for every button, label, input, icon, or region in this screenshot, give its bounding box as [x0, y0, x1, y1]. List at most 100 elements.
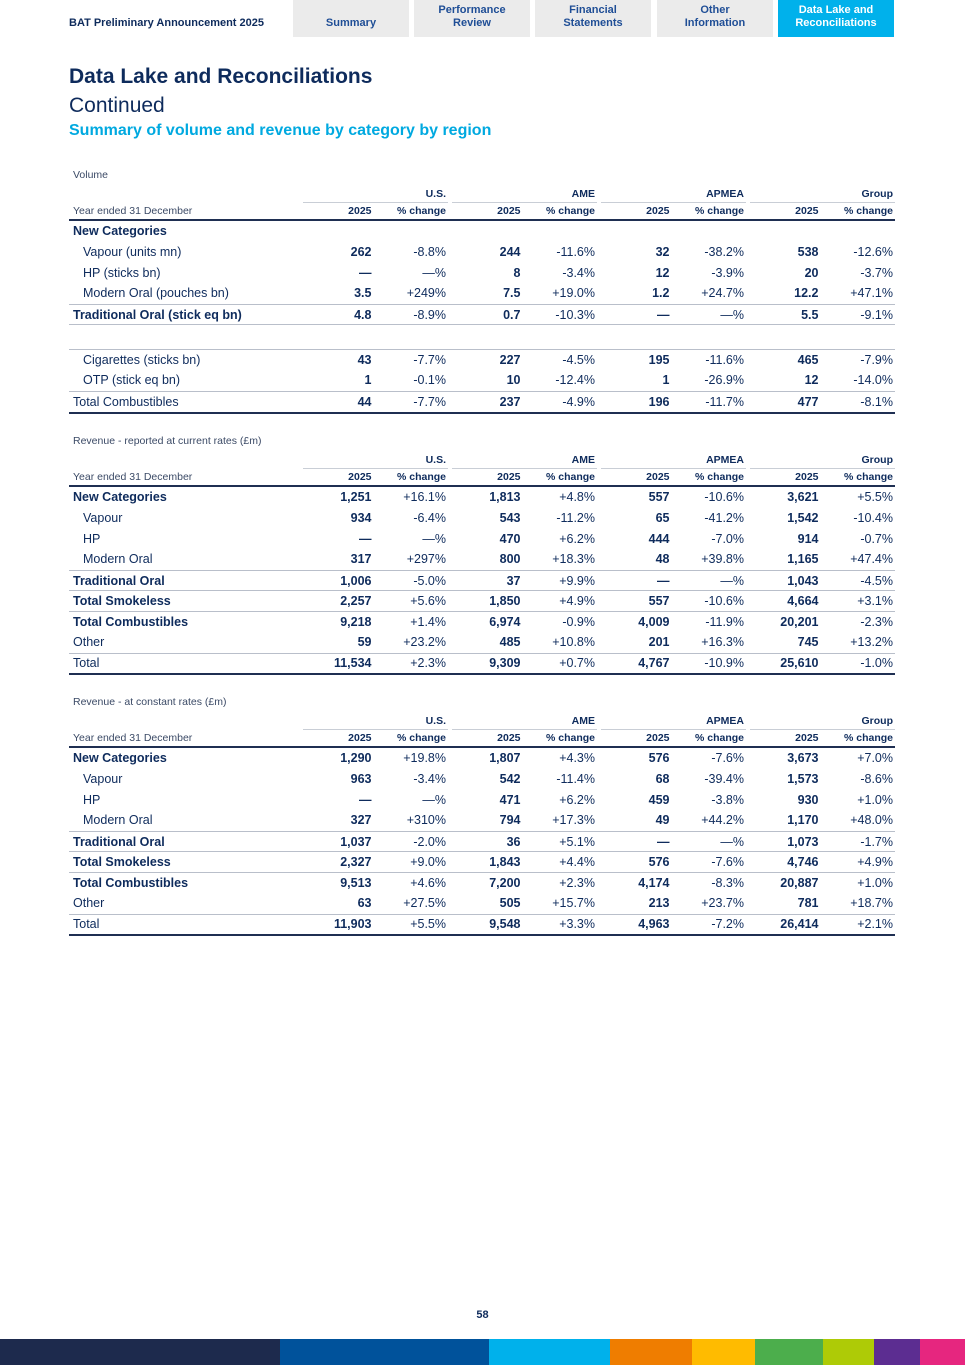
- column-header: % change: [694, 204, 744, 217]
- column-header: 2025: [646, 470, 670, 483]
- change-cell: +297%: [406, 552, 446, 567]
- change-cell: +3.1%: [857, 594, 893, 609]
- change-cell: -3.9%: [711, 265, 744, 280]
- row-label: Other: [73, 896, 105, 911]
- period-label: Year ended 31 December: [73, 470, 193, 483]
- value-cell: 244: [499, 245, 521, 260]
- value-cell: 68: [655, 772, 670, 787]
- change-cell: +1.4%: [410, 614, 446, 629]
- region-header-row: U.S. AME APMEA Group: [69, 711, 895, 730]
- region-header: APMEA: [597, 454, 746, 469]
- row-label: Traditional Oral (stick eq bn): [73, 307, 242, 322]
- change-cell: -8.9%: [413, 307, 446, 322]
- change-cell: +16.3%: [701, 635, 744, 650]
- value-cell: 49: [655, 813, 670, 828]
- change-cell: -10.6%: [704, 490, 744, 505]
- value-cell: 44: [357, 394, 372, 409]
- table-row: Total Combustibles 44 -7.7% 237 -4.9% 196 -11.…: [69, 390, 895, 412]
- change-cell: +39.8%: [701, 552, 744, 567]
- change-cell: -11.9%: [705, 614, 744, 629]
- value-cell: 505: [499, 896, 521, 911]
- change-cell: +0.7%: [559, 656, 595, 671]
- column-header: % change: [396, 470, 446, 483]
- column-header: 2025: [795, 470, 819, 483]
- change-cell: -3.8%: [711, 792, 744, 807]
- value-cell: 7,200: [489, 875, 521, 890]
- tab-summary[interactable]: Summary: [293, 0, 409, 37]
- row-label: Vapour (units mn): [83, 245, 182, 260]
- change-cell: -10.3%: [555, 307, 595, 322]
- value-cell: 1,290: [340, 751, 372, 766]
- color-segment: [692, 1339, 755, 1365]
- change-cell: +4.3%: [559, 751, 595, 766]
- value-cell: 471: [499, 792, 521, 807]
- value-cell: 444: [648, 531, 670, 546]
- value-cell: 1,850: [489, 594, 521, 609]
- change-cell: -26.9%: [704, 373, 744, 388]
- value-cell: 1,037: [340, 834, 372, 849]
- value-cell: 0.7: [503, 307, 521, 322]
- value-cell: —: [657, 307, 670, 322]
- column-header: 2025: [348, 204, 372, 217]
- value-cell: 59: [357, 635, 372, 650]
- value-cell: —: [359, 792, 372, 807]
- table-row: Vapour 934 -6.4% 543 -11.2% 65 -41.2% 1,542 -10.…: [69, 508, 895, 529]
- row-label: Modern Oral: [83, 813, 153, 828]
- row-label: OTP (stick eq bn): [83, 373, 181, 388]
- table-row: Traditional Oral 1,037 -2.0% 36 +5.1% — —% 1,07…: [69, 830, 895, 852]
- region-header: APMEA: [597, 715, 746, 730]
- change-cell: -5.0%: [413, 573, 446, 588]
- column-header-row: Year ended 31 December 2025 % change 2025 % …: [69, 468, 895, 487]
- value-cell: 557: [648, 594, 670, 609]
- column-header: % change: [545, 731, 595, 744]
- table-row: New Categories: [69, 221, 895, 242]
- tab-performance-review[interactable]: Performance Review: [414, 0, 530, 37]
- change-cell: +10.8%: [552, 635, 595, 650]
- value-cell: 43: [357, 353, 372, 368]
- region-header: AME: [448, 715, 597, 730]
- value-cell: 1,813: [489, 490, 521, 505]
- row-label: HP (sticks bn): [83, 265, 161, 280]
- value-cell: 914: [797, 531, 819, 546]
- change-cell: +16.1%: [403, 490, 446, 505]
- document-title: BAT Preliminary Announcement 2025: [69, 17, 264, 29]
- change-cell: -9.1%: [860, 307, 893, 322]
- row-label: HP: [83, 792, 101, 807]
- change-cell: +5.5%: [857, 490, 893, 505]
- column-header: 2025: [497, 204, 521, 217]
- change-cell: +4.9%: [857, 855, 893, 870]
- tab-other-information[interactable]: Other Information: [657, 0, 773, 37]
- table-row: HP (sticks bn) — —% 8 -3.4% 12 -3.9% 20 -3.7%: [69, 262, 895, 283]
- change-cell: -8.8%: [413, 245, 446, 260]
- change-cell: —%: [720, 573, 744, 588]
- column-header-row: Year ended 31 December 2025 % change 2025 % …: [69, 729, 895, 748]
- change-cell: +2.1%: [857, 917, 893, 932]
- value-cell: 26,414: [780, 917, 819, 932]
- column-header: 2025: [795, 204, 819, 217]
- top-navigation: BAT Preliminary Announcement 2025 Summar…: [0, 0, 965, 38]
- change-cell: -12.4%: [555, 373, 595, 388]
- change-cell: -7.7%: [413, 353, 446, 368]
- value-cell: 542: [499, 772, 521, 787]
- value-cell: 32: [655, 245, 670, 260]
- tab-data-lake-and-reconciliations[interactable]: Data Lake and Reconciliations: [778, 0, 894, 37]
- row-label: Total Smokeless: [73, 855, 171, 870]
- value-cell: —: [657, 573, 670, 588]
- value-cell: 2,257: [340, 594, 372, 609]
- change-cell: +5.5%: [410, 917, 446, 932]
- value-cell: 459: [648, 792, 670, 807]
- change-cell: —%: [720, 307, 744, 322]
- value-cell: 196: [648, 394, 670, 409]
- value-cell: 20: [804, 265, 819, 280]
- value-cell: 2,327: [340, 855, 372, 870]
- table-row: Traditional Oral 1,006 -5.0% 37 +9.9% — —% 1,04…: [69, 569, 895, 591]
- value-cell: 1,807: [489, 751, 521, 766]
- column-header: % change: [694, 470, 744, 483]
- value-cell: 20,201: [780, 614, 819, 629]
- change-cell: +19.0%: [552, 286, 595, 301]
- value-cell: 11,534: [333, 656, 372, 671]
- change-cell: -7.0%: [711, 531, 744, 546]
- table-row: OTP (stick eq bn) 1 -0.1% 10 -12.4% 1 -26.9% 12…: [69, 370, 895, 391]
- tab-financial-statements[interactable]: Financial Statements: [535, 0, 651, 37]
- value-cell: 1,170: [787, 813, 819, 828]
